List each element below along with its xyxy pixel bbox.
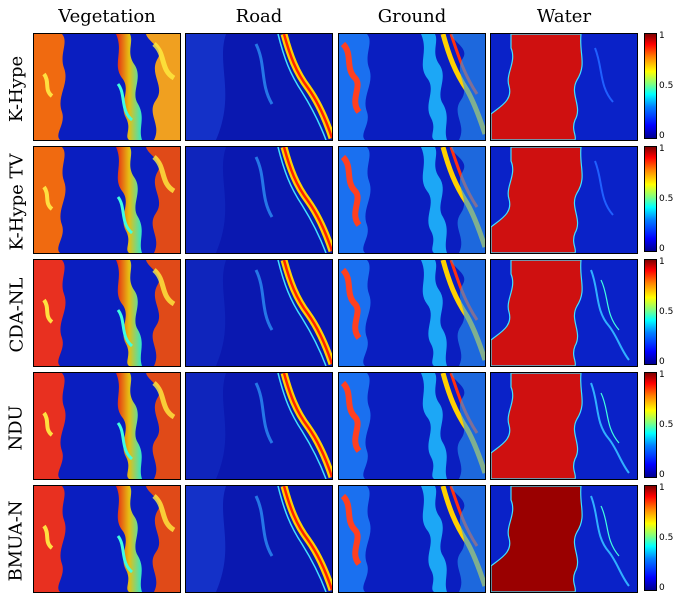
abundance-map-image xyxy=(186,486,332,592)
abundance-map-ndu-ground xyxy=(338,372,486,480)
row-label-cda-nl: CDA-NL xyxy=(6,277,27,353)
abundance-map-k-hype-vegetation xyxy=(33,33,181,141)
abundance-map-image xyxy=(186,260,332,366)
colorbar-k-hype-tv xyxy=(644,146,657,252)
colorbar-k-hype xyxy=(644,33,657,139)
abundance-map-k-hype-tv-vegetation xyxy=(33,146,181,254)
abundance-map-image xyxy=(491,34,637,140)
abundance-map-image xyxy=(339,373,485,479)
abundance-map-image xyxy=(186,373,332,479)
abundance-map-bmua-n-ground xyxy=(338,485,486,593)
abundance-map-bmua-n-vegetation xyxy=(33,485,181,593)
colorbar-tick-label: 0 xyxy=(659,583,665,593)
colorbar-tick-label: 1 xyxy=(659,31,665,41)
column-title-water: Water xyxy=(536,6,592,27)
column-title-road: Road xyxy=(235,6,283,27)
colorbar-tick-label: 0.5 xyxy=(659,420,674,430)
abundance-map-k-hype-water xyxy=(490,33,638,141)
abundance-map-ndu-vegetation xyxy=(33,372,181,480)
colorbar-tick-label: 0.5 xyxy=(659,81,674,91)
colorbar-tick-label: 1 xyxy=(659,257,665,267)
abundance-map-bmua-n-road xyxy=(185,485,333,593)
abundance-map-image xyxy=(339,486,485,592)
column-title-ground: Ground xyxy=(377,6,447,27)
colorbar-tick-label: 1 xyxy=(659,370,665,380)
colorbar-cda-nl xyxy=(644,259,657,365)
colorbar-tick-label: 0 xyxy=(659,357,665,367)
abundance-map-cda-nl-vegetation xyxy=(33,259,181,367)
row-label-ndu: NDU xyxy=(6,405,28,451)
abundance-map-cda-nl-road xyxy=(185,259,333,367)
row-label-k-hype-tv: K-Hype TV xyxy=(6,153,27,251)
abundance-map-image xyxy=(491,486,637,592)
abundance-map-ndu-water xyxy=(490,372,638,480)
colorbar-tick-label: 0.5 xyxy=(659,194,674,204)
colorbar-tick-label: 0.5 xyxy=(659,533,674,543)
column-title-vegetation: Vegetation xyxy=(58,6,156,27)
abundance-map-cda-nl-water xyxy=(490,259,638,367)
colorbar-tick-label: 0 xyxy=(659,131,665,141)
abundance-map-image xyxy=(34,260,180,366)
colorbar-bmua-n xyxy=(644,485,657,591)
colorbar-tick-label: 0 xyxy=(659,470,665,480)
colorbar-tick-label: 1 xyxy=(659,483,665,493)
colorbar-tick-label: 0.5 xyxy=(659,307,674,317)
row-label-k-hype: K-Hype xyxy=(6,55,28,123)
abundance-map-image xyxy=(491,373,637,479)
abundance-map-k-hype-tv-ground xyxy=(338,146,486,254)
row-label-bmua-n: BMUA-N xyxy=(6,500,28,582)
abundance-map-image xyxy=(186,34,332,140)
abundance-map-ndu-road xyxy=(185,372,333,480)
colorbar-tick-label: 1 xyxy=(659,144,665,154)
abundance-map-k-hype-road xyxy=(185,33,333,141)
abundance-map-image xyxy=(186,147,332,253)
abundance-map-k-hype-tv-water xyxy=(490,146,638,254)
abundance-map-image xyxy=(34,373,180,479)
abundance-map-image xyxy=(34,34,180,140)
abundance-map-image xyxy=(34,147,180,253)
abundance-map-image xyxy=(339,147,485,253)
abundance-map-bmua-n-water xyxy=(490,485,638,593)
abundance-map-image xyxy=(339,260,485,366)
colorbar-tick-label: 0 xyxy=(659,244,665,254)
abundance-map-image xyxy=(491,260,637,366)
colorbar-ndu xyxy=(644,372,657,478)
abundance-map-k-hype-ground xyxy=(338,33,486,141)
abundance-map-image xyxy=(339,34,485,140)
abundance-map-k-hype-tv-road xyxy=(185,146,333,254)
abundance-map-image xyxy=(491,147,637,253)
abundance-map-cda-nl-ground xyxy=(338,259,486,367)
abundance-map-image xyxy=(34,486,180,592)
